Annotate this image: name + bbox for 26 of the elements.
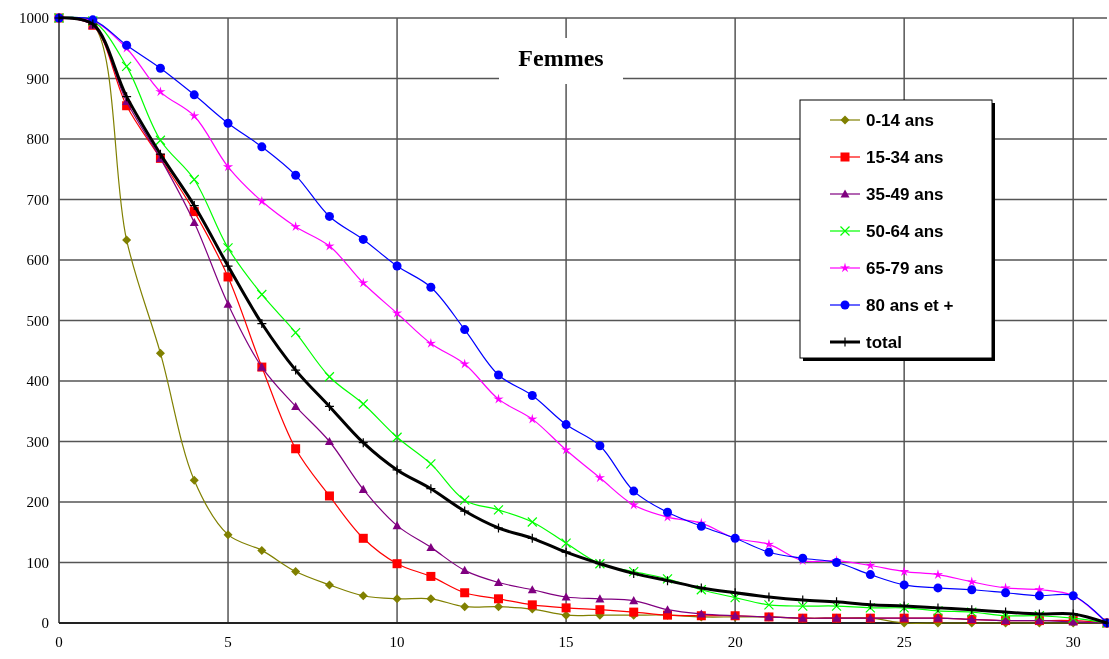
y-tick-label: 500 <box>26 312 49 329</box>
legend-label: 50-64 ans <box>866 221 944 241</box>
x-tick-label: 30 <box>1065 634 1081 650</box>
x-tick-label: 5 <box>224 634 232 650</box>
x-tick-label: 20 <box>727 634 743 650</box>
y-tick-label: 200 <box>26 494 49 511</box>
legend-label: 35-49 ans <box>866 184 944 204</box>
y-tick-label: 300 <box>26 433 49 450</box>
x-tick-label: 25 <box>896 634 912 650</box>
y-tick-label: 1000 <box>19 10 49 27</box>
y-tick-label: 900 <box>26 70 49 87</box>
y-tick-label: 800 <box>26 131 49 148</box>
legend-label: 65-79 ans <box>866 258 944 278</box>
y-tick-label: 600 <box>26 252 49 269</box>
x-tick-label: 10 <box>389 634 405 650</box>
legend-label: total <box>866 332 902 352</box>
x-tick-label: 15 <box>558 634 574 650</box>
legend-label: 15-34 ans <box>866 147 944 167</box>
y-tick-label: 0 <box>41 615 49 632</box>
y-tick-label: 100 <box>26 554 49 571</box>
x-tick-label: 0 <box>55 634 63 650</box>
legend-label: 80 ans et + <box>866 295 954 315</box>
legend-label: 0-14 ans <box>866 110 935 130</box>
y-tick-label: 700 <box>26 191 49 208</box>
text: Femmes <box>518 45 604 71</box>
y-tick-label: 400 <box>26 373 49 390</box>
